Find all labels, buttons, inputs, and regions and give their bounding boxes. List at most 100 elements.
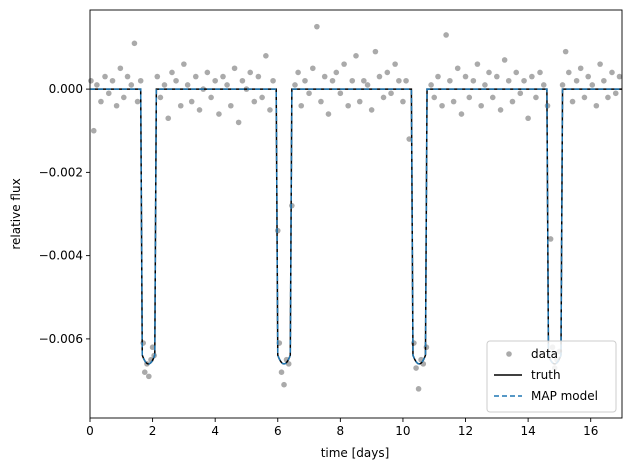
data-point (270, 77, 276, 84)
data-point (140, 340, 146, 346)
y-tick-label: 0.000 (49, 82, 83, 96)
data-point (529, 73, 535, 80)
data-point (220, 73, 226, 80)
data-point (329, 77, 336, 84)
data-point (497, 107, 504, 113)
legend-data-marker (506, 351, 512, 357)
data-point (537, 69, 543, 76)
x-axis: 0 2 4 6 8 10 12 14 16 (86, 418, 598, 438)
data-point (597, 61, 603, 67)
data-point (134, 98, 141, 105)
data-point (494, 73, 500, 80)
data-point (124, 73, 131, 80)
data-point (581, 94, 588, 101)
data-point (306, 90, 312, 97)
x-tick-label: 12 (458, 424, 473, 438)
x-tick-label: 8 (337, 424, 345, 438)
data-point (235, 119, 242, 126)
x-tick-label: 4 (211, 424, 219, 438)
data-point (353, 52, 359, 59)
x-tick-label: 6 (274, 424, 282, 438)
data-point (454, 65, 461, 72)
data-point (263, 52, 269, 59)
legend-label-data: data (531, 347, 558, 361)
data-point (368, 107, 375, 113)
data-point (585, 73, 592, 80)
data-point (540, 82, 547, 88)
data-point (396, 77, 402, 84)
data-point (566, 69, 572, 76)
data-point (90, 127, 97, 134)
data-point (482, 82, 488, 88)
data-point (612, 90, 619, 97)
data-point (450, 98, 457, 105)
data-point (302, 77, 308, 84)
data-point (380, 94, 387, 101)
data-point (364, 82, 371, 88)
data-point (406, 136, 413, 142)
data-point (267, 107, 273, 113)
data-point (298, 102, 305, 109)
axes-frame (89, 9, 623, 419)
data-point (239, 77, 246, 84)
data-point (117, 65, 124, 72)
data-point (593, 102, 600, 109)
data-point (435, 73, 441, 80)
data-point (509, 98, 516, 105)
data-point (605, 94, 611, 101)
data-point (521, 77, 527, 84)
legend: data truth MAP model (486, 340, 617, 413)
data-point (188, 98, 195, 105)
data-point (228, 102, 234, 109)
data-point (573, 77, 580, 84)
data-point (216, 111, 222, 117)
data-point (278, 369, 285, 376)
legend-label-map-model: MAP model (531, 389, 598, 403)
data-point (321, 73, 328, 80)
x-axis-label: time [days] (321, 446, 390, 460)
data-point (384, 69, 391, 76)
data-point (501, 57, 508, 63)
data-point (505, 77, 512, 84)
data-point (94, 82, 100, 88)
data-point (356, 98, 363, 105)
data-point (415, 386, 422, 392)
data-point (314, 23, 320, 30)
data-point (388, 90, 394, 97)
data-point (345, 102, 351, 109)
data-point (486, 69, 492, 76)
legend-box (486, 340, 617, 413)
data-point (392, 61, 398, 67)
data-point (98, 98, 104, 105)
y-tick-label: −0.002 (39, 165, 83, 179)
data-point (601, 77, 607, 84)
data-point (137, 77, 144, 84)
data-point (259, 94, 265, 101)
data-point (318, 98, 324, 105)
data-point (113, 102, 120, 109)
data-point (423, 344, 430, 351)
y-tick-label: −0.004 (39, 249, 83, 263)
data-point (196, 107, 203, 113)
data-point (489, 94, 496, 101)
data-point (141, 369, 148, 376)
data-point (247, 69, 254, 76)
data-point (184, 82, 191, 88)
data-point (525, 115, 531, 122)
data-point (517, 90, 524, 97)
data-point (181, 61, 187, 67)
data-point (376, 73, 383, 80)
data-point (337, 90, 344, 97)
x-tick-label: 2 (149, 424, 157, 438)
data-point (149, 344, 156, 351)
data-point (372, 48, 379, 55)
data-point (212, 77, 218, 84)
data-point (400, 98, 406, 105)
data-point (466, 94, 473, 101)
x-tick-label: 16 (583, 424, 598, 438)
data-point (105, 90, 112, 97)
data-point (533, 94, 539, 101)
data-point (431, 94, 438, 101)
data-point (411, 340, 417, 346)
